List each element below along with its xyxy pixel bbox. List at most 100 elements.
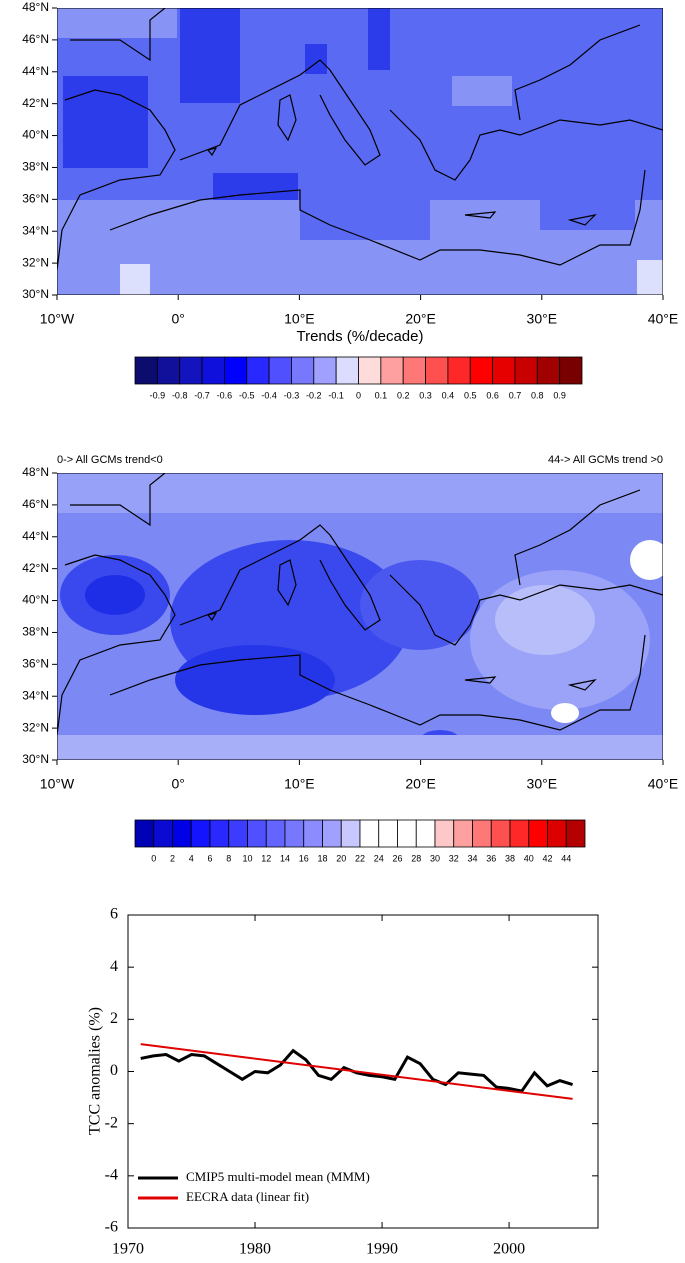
annotation: 0-> All GCMs trend<0 bbox=[57, 454, 163, 466]
x-tick-label: 1970 bbox=[112, 1241, 144, 1258]
y-tick-label: 42°N bbox=[22, 561, 49, 575]
colorbar-label: 22 bbox=[355, 853, 365, 863]
colorbar-label: -0.6 bbox=[217, 390, 233, 400]
colorbar-label: 0 bbox=[356, 390, 361, 400]
y-tick-label: 40°N bbox=[22, 593, 49, 607]
colorbar-box bbox=[402, 356, 426, 385]
colorbar-box bbox=[536, 356, 561, 385]
colorbar-box bbox=[358, 356, 382, 385]
colorbar-box bbox=[559, 356, 583, 385]
y-tick-label: 48°N bbox=[22, 465, 49, 479]
colorbar-label: 0.3 bbox=[419, 390, 432, 400]
coastline bbox=[57, 473, 663, 736]
colorbar-box bbox=[514, 356, 538, 385]
colorbar-box bbox=[335, 356, 359, 385]
y-tick-label: -2 bbox=[105, 1114, 118, 1131]
x-tick-label: 30°E bbox=[527, 776, 558, 792]
colorbar-box bbox=[209, 819, 230, 848]
colorbar-box bbox=[447, 356, 471, 385]
colorbar-box bbox=[265, 819, 286, 848]
colorbar-label: 0.1 bbox=[375, 390, 388, 400]
y-tick-label: 46°N bbox=[22, 32, 49, 46]
colorbar-box bbox=[228, 819, 248, 848]
y-tick-label: 38°N bbox=[22, 160, 49, 174]
colorbar-label: 20 bbox=[336, 853, 346, 863]
colorbar-box bbox=[134, 356, 158, 385]
colorbar-label: -0.8 bbox=[172, 390, 188, 400]
map-field bbox=[57, 473, 663, 760]
colorbar-label: 0.8 bbox=[531, 390, 544, 400]
y-tick-label: 44°N bbox=[22, 64, 49, 78]
colorbar-label: 36 bbox=[486, 853, 496, 863]
y-tick-label: 42°N bbox=[22, 96, 49, 110]
colorbar-label: 40 bbox=[524, 853, 534, 863]
x-tick-label: 20°E bbox=[405, 311, 436, 327]
colorbar-label: 44 bbox=[561, 853, 571, 863]
coastline bbox=[57, 8, 663, 271]
colorbar-label: 0.5 bbox=[464, 390, 477, 400]
y-tick-label: 32°N bbox=[22, 255, 49, 269]
colorbar-box bbox=[359, 819, 380, 848]
y-axis-title: TCC anomalies (%) bbox=[87, 1007, 104, 1135]
map-field bbox=[57, 8, 663, 295]
colorbar-label: 34 bbox=[467, 853, 477, 863]
colorbar-box bbox=[268, 356, 292, 385]
legend-label: CMIP5 multi-model mean (MMM) bbox=[186, 1169, 370, 1184]
series-line bbox=[140, 1043, 573, 1100]
colorbar-label: 24 bbox=[374, 853, 384, 863]
colorbar-label: 14 bbox=[280, 853, 290, 863]
colorbar-box bbox=[472, 819, 492, 848]
colorbar-box bbox=[223, 356, 248, 385]
colorbar-box bbox=[322, 819, 342, 848]
y-tick-label: 36°N bbox=[22, 192, 49, 206]
x-tick-label: 20°E bbox=[405, 776, 436, 792]
y-tick-label: 44°N bbox=[22, 529, 49, 543]
colorbar-label: 26 bbox=[392, 853, 402, 863]
colorbar-label: 0.2 bbox=[397, 390, 410, 400]
y-tick-label: 34°N bbox=[22, 223, 49, 237]
x-tick-label: 2000 bbox=[493, 1241, 525, 1258]
colorbar-label: -0.9 bbox=[150, 390, 166, 400]
x-tick-label: 10°W bbox=[40, 776, 75, 792]
annotation: 44-> All GCMs trend >0 bbox=[548, 454, 663, 466]
colorbar-box bbox=[380, 356, 404, 385]
x-tick-label: 10°W bbox=[40, 311, 75, 327]
colorbar-box bbox=[425, 356, 449, 385]
colorbar-box bbox=[246, 356, 270, 385]
colorbar-label: 6 bbox=[207, 853, 212, 863]
colorbar-label: -0.1 bbox=[328, 390, 344, 400]
colorbar-box bbox=[284, 819, 305, 848]
y-tick-label: -4 bbox=[105, 1167, 118, 1184]
colorbar-box bbox=[179, 356, 203, 385]
y-tick-label: 32°N bbox=[22, 720, 49, 734]
colorbar-label: -0.4 bbox=[261, 390, 277, 400]
colorbar-box bbox=[190, 819, 211, 848]
colorbar-label: 0.7 bbox=[509, 390, 522, 400]
colorbar-box bbox=[415, 819, 436, 848]
colorbar-label: 32 bbox=[449, 853, 459, 863]
colorbar-label: 0.9 bbox=[553, 390, 566, 400]
colorbar-box bbox=[469, 356, 494, 385]
colorbar-label: 4 bbox=[189, 853, 194, 863]
series-line bbox=[140, 1048, 574, 1093]
colorbar-box bbox=[201, 356, 225, 385]
colorbar-label: 38 bbox=[505, 853, 515, 863]
colorbar-box bbox=[378, 819, 398, 848]
colorbar-label: 18 bbox=[317, 853, 327, 863]
colorbar-box bbox=[509, 819, 530, 848]
y-tick-label: 4 bbox=[110, 958, 118, 975]
y-tick-label: 30°N bbox=[22, 287, 49, 301]
colorbar-box bbox=[303, 819, 323, 848]
colorbar-box bbox=[172, 819, 192, 848]
colorbar-box bbox=[340, 819, 361, 848]
colorbar-label: 30 bbox=[430, 853, 440, 863]
y-tick-label: 2 bbox=[110, 1010, 118, 1027]
y-tick-label: 38°N bbox=[22, 625, 49, 639]
colorbar-label: 0.4 bbox=[442, 390, 455, 400]
colorbar-box bbox=[397, 819, 417, 848]
colorbar-label: 42 bbox=[542, 853, 552, 863]
x-tick-label: 1990 bbox=[366, 1241, 398, 1258]
colorbar-label: -0.3 bbox=[284, 390, 300, 400]
